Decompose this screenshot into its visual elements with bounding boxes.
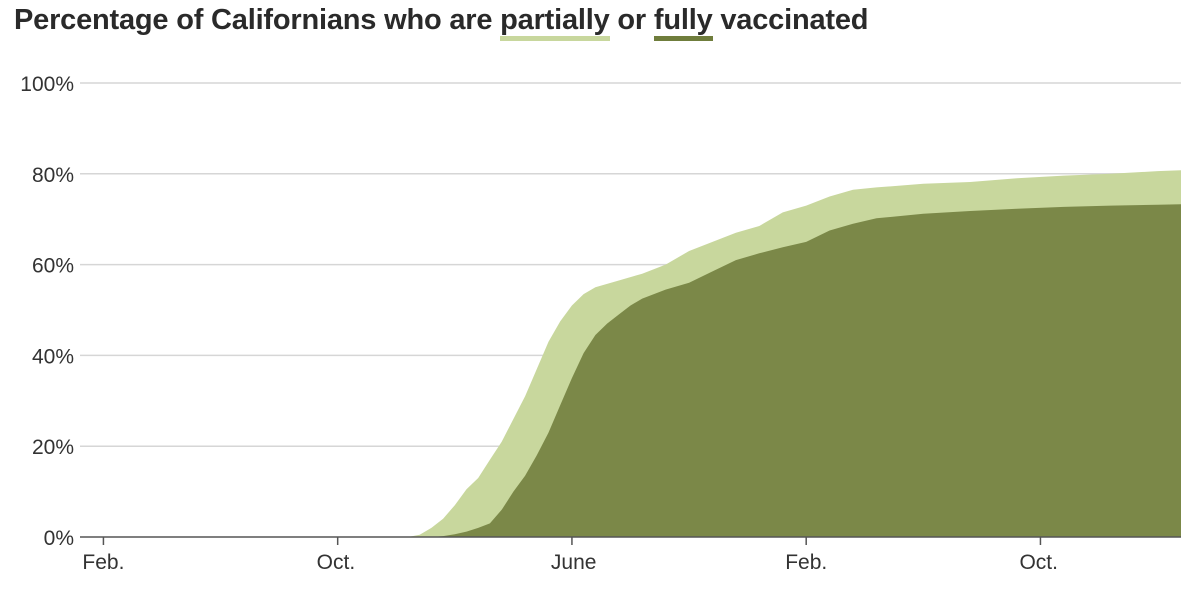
y-tick-label: 40% xyxy=(32,345,74,368)
area-series xyxy=(80,170,1181,537)
x-tick-label: June xyxy=(551,551,597,574)
x-tick-label: Feb. xyxy=(785,551,827,574)
area-fully xyxy=(80,204,1181,537)
y-tick-label: 80% xyxy=(32,164,74,187)
y-tick-label: 60% xyxy=(32,255,74,278)
tick-labels: 0% 20% 40% 60% 80% 100% Feb. Oct. June Feb. Oct. xyxy=(20,73,1058,574)
y-tick-label: 100% xyxy=(20,73,74,96)
x-tick-label: Oct. xyxy=(1019,551,1058,574)
title-suffix: vaccinated xyxy=(712,4,869,36)
axes xyxy=(80,536,1181,545)
y-tick-label: 0% xyxy=(44,527,74,550)
x-tick-label: Oct. xyxy=(317,551,356,574)
legend-partial: partially xyxy=(500,5,610,42)
title-prefix: Percentage of Californians who are xyxy=(14,4,501,36)
title-middle: or xyxy=(609,4,654,36)
x-tick-label: Feb. xyxy=(82,551,124,574)
legend-full: fully xyxy=(653,5,713,42)
chart-title: Percentage of Californians who are parti… xyxy=(14,4,869,42)
y-tick-label: 20% xyxy=(32,436,74,459)
